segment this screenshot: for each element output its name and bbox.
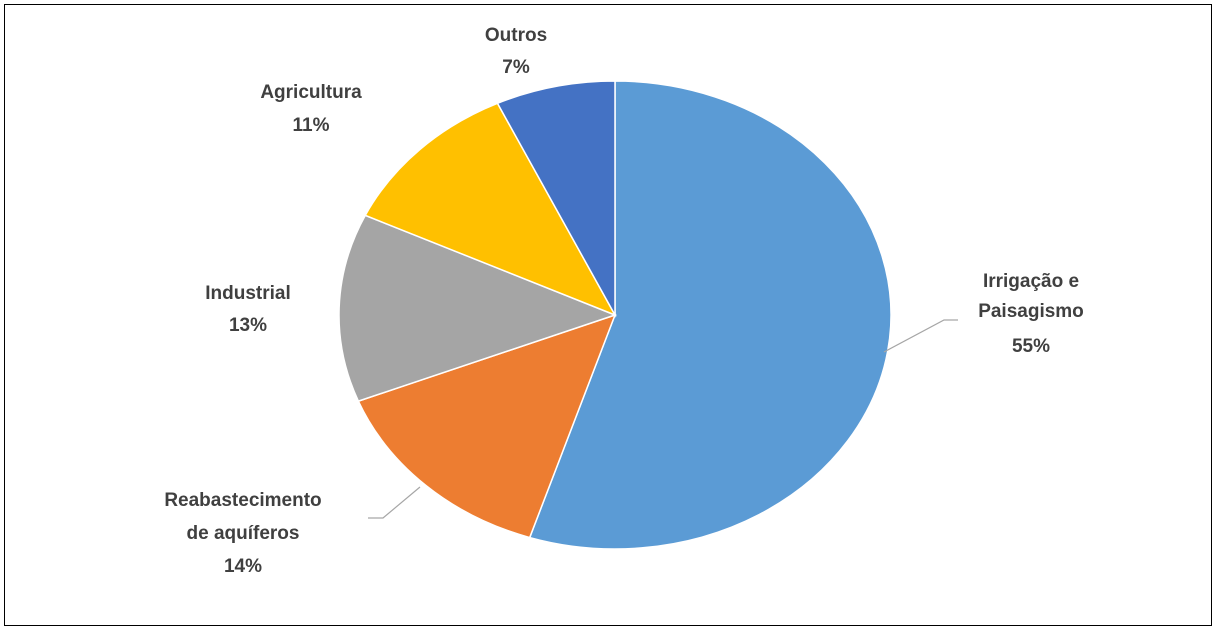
slice-name-line: Outros	[485, 25, 547, 46]
slice-name-line: Paisagismo	[978, 301, 1084, 322]
pie-slice	[496, 80, 616, 318]
data-label-outros: Outros 7%	[485, 25, 547, 78]
pie-slice	[357, 313, 617, 539]
pie-slice	[338, 214, 618, 403]
leader-line	[368, 486, 421, 519]
data-label-agricultura: Agricultura 11%	[260, 82, 362, 136]
slice-percent: 14%	[224, 556, 262, 577]
slice-name-line: Agricultura	[260, 82, 362, 103]
pie-slice	[528, 80, 892, 550]
data-label-reabastecimento: Reabastecimento de aquíferos 14%	[164, 490, 321, 577]
pie-slices	[338, 80, 892, 550]
pie-slice	[364, 102, 617, 317]
leader-lines	[368, 319, 958, 519]
leader-line	[883, 319, 958, 353]
slice-name-line: de aquíferos	[187, 523, 300, 544]
data-label-irrigacao: Irrigação e Paisagismo 55%	[978, 271, 1084, 357]
slice-name-line: Reabastecimento	[164, 490, 321, 511]
slice-percent: 7%	[502, 57, 530, 78]
slice-percent: 11%	[293, 115, 330, 136]
slice-name-line: Industrial	[205, 283, 291, 304]
slice-percent: 13%	[229, 315, 267, 336]
slice-percent: 55%	[1012, 336, 1050, 357]
data-label-industrial: Industrial 13%	[205, 283, 291, 336]
slice-name-line: Irrigação e	[983, 271, 1079, 292]
